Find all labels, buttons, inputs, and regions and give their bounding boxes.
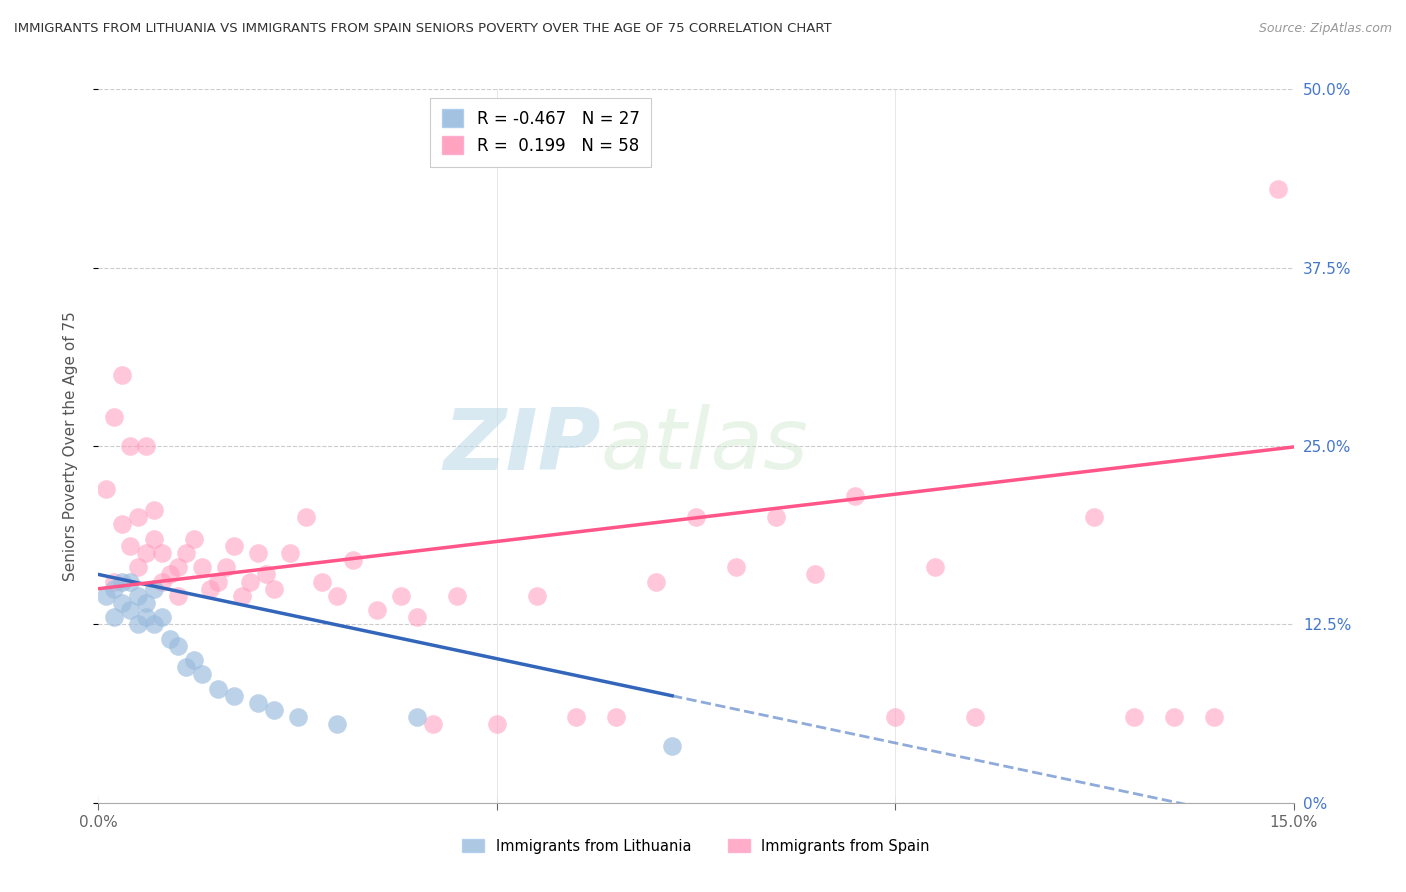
Point xyxy=(246,546,269,560)
Point xyxy=(311,574,333,589)
Point xyxy=(263,582,285,596)
Point xyxy=(1267,182,1289,196)
Point xyxy=(183,653,205,667)
Point xyxy=(884,710,907,724)
Point xyxy=(326,717,349,731)
Point xyxy=(135,610,157,624)
Point xyxy=(103,574,125,589)
Text: ZIP: ZIP xyxy=(443,404,600,488)
Point xyxy=(254,567,277,582)
Point xyxy=(111,517,134,532)
Point xyxy=(96,482,118,496)
Point xyxy=(724,560,747,574)
Point xyxy=(287,710,309,724)
Point xyxy=(661,739,683,753)
Point xyxy=(159,632,181,646)
Point xyxy=(207,681,229,696)
Point xyxy=(111,596,134,610)
Point xyxy=(222,689,245,703)
Point xyxy=(111,368,134,382)
Point xyxy=(150,546,173,560)
Legend: Immigrants from Lithuania, Immigrants from Spain: Immigrants from Lithuania, Immigrants fr… xyxy=(457,833,935,860)
Point xyxy=(167,639,190,653)
Point xyxy=(246,696,269,710)
Point xyxy=(278,546,301,560)
Point xyxy=(174,660,197,674)
Point xyxy=(174,546,197,560)
Point xyxy=(96,589,118,603)
Point xyxy=(231,589,253,603)
Point xyxy=(389,589,412,603)
Point xyxy=(143,503,166,517)
Point xyxy=(127,589,149,603)
Text: Source: ZipAtlas.com: Source: ZipAtlas.com xyxy=(1258,22,1392,36)
Point xyxy=(406,610,429,624)
Point xyxy=(127,510,149,524)
Point xyxy=(294,510,316,524)
Point xyxy=(198,582,221,596)
Point xyxy=(135,546,157,560)
Point xyxy=(150,574,173,589)
Point xyxy=(103,610,125,624)
Point xyxy=(924,560,946,574)
Point xyxy=(207,574,229,589)
Point xyxy=(1163,710,1185,724)
Point xyxy=(342,553,364,567)
Point xyxy=(1083,510,1105,524)
Point xyxy=(159,567,181,582)
Point xyxy=(844,489,866,503)
Point xyxy=(103,410,125,425)
Point xyxy=(143,532,166,546)
Point xyxy=(167,560,190,574)
Point xyxy=(191,667,214,681)
Point xyxy=(605,710,627,724)
Point xyxy=(183,532,205,546)
Text: atlas: atlas xyxy=(600,404,808,488)
Point xyxy=(191,560,214,574)
Point xyxy=(963,710,986,724)
Point xyxy=(120,574,142,589)
Point xyxy=(135,596,157,610)
Point xyxy=(406,710,429,724)
Point xyxy=(127,560,149,574)
Point xyxy=(150,610,173,624)
Point xyxy=(804,567,827,582)
Point xyxy=(422,717,444,731)
Y-axis label: Seniors Poverty Over the Age of 75: Seniors Poverty Over the Age of 75 xyxy=(63,311,77,581)
Point xyxy=(526,589,548,603)
Point xyxy=(263,703,285,717)
Point xyxy=(215,560,238,574)
Point xyxy=(222,539,245,553)
Point xyxy=(326,589,349,603)
Point xyxy=(765,510,787,524)
Point xyxy=(485,717,508,731)
Text: IMMIGRANTS FROM LITHUANIA VS IMMIGRANTS FROM SPAIN SENIORS POVERTY OVER THE AGE : IMMIGRANTS FROM LITHUANIA VS IMMIGRANTS … xyxy=(14,22,832,36)
Point xyxy=(685,510,707,524)
Point xyxy=(239,574,262,589)
Point xyxy=(120,539,142,553)
Point xyxy=(120,603,142,617)
Point xyxy=(120,439,142,453)
Point xyxy=(143,582,166,596)
Point xyxy=(167,589,190,603)
Point xyxy=(127,617,149,632)
Point xyxy=(103,582,125,596)
Point xyxy=(565,710,588,724)
Point xyxy=(366,603,388,617)
Point xyxy=(446,589,468,603)
Point xyxy=(1202,710,1225,724)
Point xyxy=(143,617,166,632)
Point xyxy=(1123,710,1146,724)
Point xyxy=(111,574,134,589)
Point xyxy=(135,439,157,453)
Point xyxy=(645,574,668,589)
